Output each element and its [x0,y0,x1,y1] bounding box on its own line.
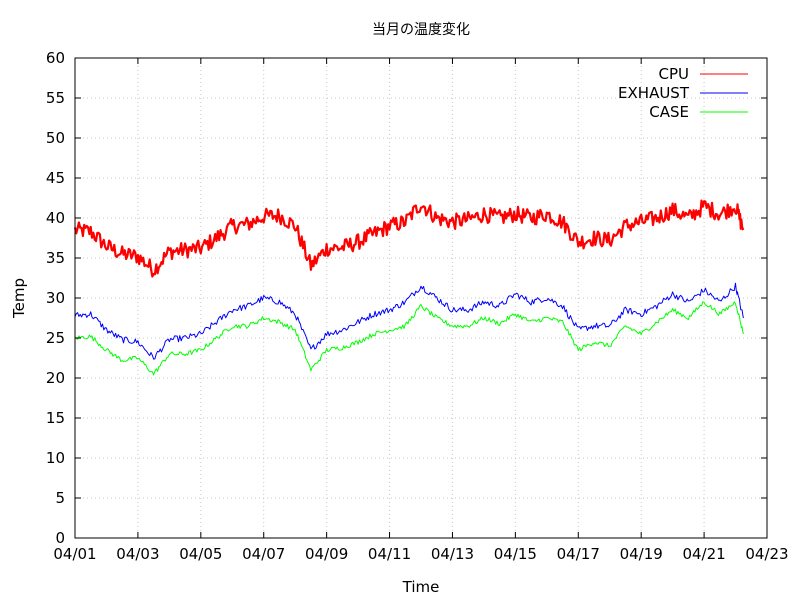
legend-label-cpu: CPU [659,65,690,83]
y-tick-label: 5 [55,489,65,507]
y-tick-label: 45 [46,169,65,187]
x-tick-label: 04/15 [494,545,537,563]
y-tick-label: 30 [46,289,65,307]
y-tick-label: 55 [46,89,65,107]
series-line-cpu [73,199,745,278]
x-tick-label: 04/17 [557,545,600,563]
x-tick-label: 04/13 [431,545,474,563]
y-tick-label: 20 [46,369,65,387]
x-tick-label: 04/01 [53,545,96,563]
legend-label-case: CASE [649,103,689,121]
x-tick-label: 04/21 [682,545,725,563]
grid-lines [75,58,767,538]
y-tick-label: 0 [55,529,65,547]
y-tick-label: 40 [46,209,65,227]
x-tick-label: 04/09 [305,545,348,563]
x-tick-label: 04/23 [745,545,788,563]
x-tick-label: 04/19 [620,545,663,563]
y-tick-label: 15 [46,409,65,427]
chart-title: 当月の温度変化 [372,21,470,38]
y-tick-label: 25 [46,329,65,347]
y-tick-label: 60 [46,49,65,67]
x-axis-title: Time [402,578,440,596]
x-tick-label: 04/05 [179,545,222,563]
y-tick-label: 35 [46,249,65,267]
y-tick-labels: 0 5 10 15 20 25 30 35 40 45 50 55 60 [46,49,65,547]
x-tick-labels: 04/01 04/03 04/05 04/07 04/09 04/11 04/13 04/15… [53,545,788,563]
series-lines [73,199,745,376]
y-tick-label: 10 [46,449,65,467]
legend-label-exhaust: EXHAUST [618,84,690,102]
series-line-case [74,301,744,376]
x-tick-label: 04/11 [368,545,411,563]
y-tick-label: 50 [46,129,65,147]
series-line-exhaust [74,282,744,360]
x-tick-label: 04/07 [242,545,285,563]
y-axis-title: Temp [10,278,28,319]
x-tick-label: 04/03 [116,545,159,563]
axis-ticks [74,57,768,539]
